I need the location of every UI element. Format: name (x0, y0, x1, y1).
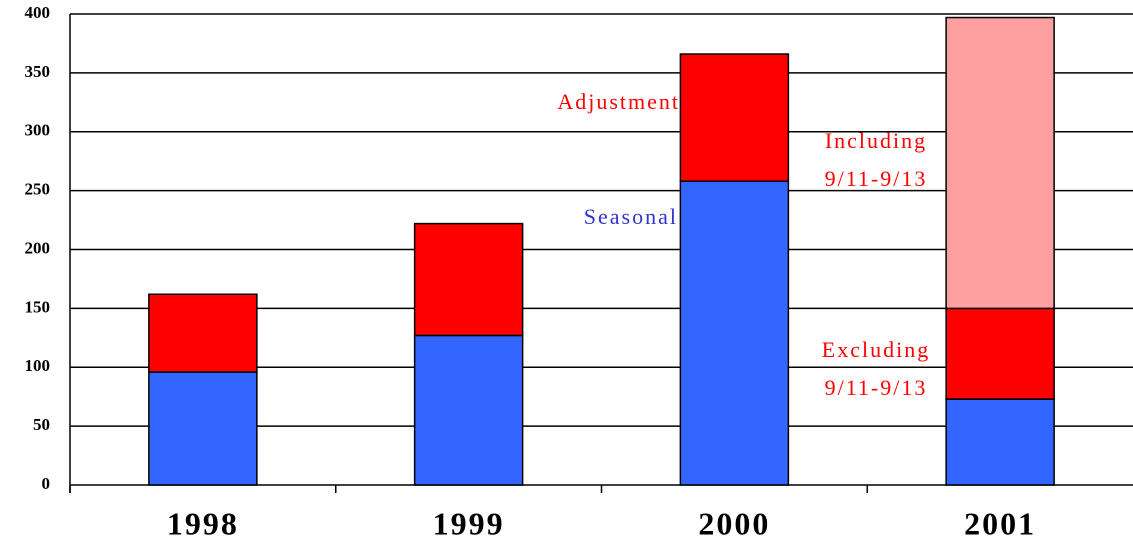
bar-segment (945, 16, 1055, 310)
y-tick-label: 400 (25, 3, 51, 22)
bar-segment (413, 222, 524, 337)
series-label: Seasonal (584, 204, 678, 229)
annotation: Excluding (822, 337, 930, 362)
y-tick-label: 200 (25, 238, 51, 257)
y-tick-label: 250 (25, 180, 51, 199)
bar-segment (679, 180, 790, 486)
y-tick-label: 50 (33, 415, 50, 434)
bar-segment (679, 53, 790, 182)
series-label: Adjustment (557, 89, 680, 114)
y-tick-label: 350 (25, 62, 51, 81)
annotation: 9/11-9/13 (825, 375, 928, 400)
y-tick-label: 300 (25, 121, 51, 140)
bar-segment (148, 371, 258, 486)
annotation: Including (825, 128, 927, 153)
bar-segment (945, 398, 1055, 486)
bar-segment (148, 293, 258, 373)
y-tick-label: 100 (25, 356, 51, 375)
x-tick-label: 1999 (433, 505, 505, 541)
y-tick-label: 0 (42, 474, 51, 493)
annotation: 9/11-9/13 (825, 166, 928, 191)
x-tick-label: 2000 (698, 505, 770, 541)
x-tick-label: 1998 (167, 505, 239, 541)
y-tick-label: 150 (25, 297, 51, 316)
bar-segment (945, 307, 1055, 400)
bar-segment (413, 334, 524, 486)
x-tick-label: 2001 (964, 505, 1036, 541)
